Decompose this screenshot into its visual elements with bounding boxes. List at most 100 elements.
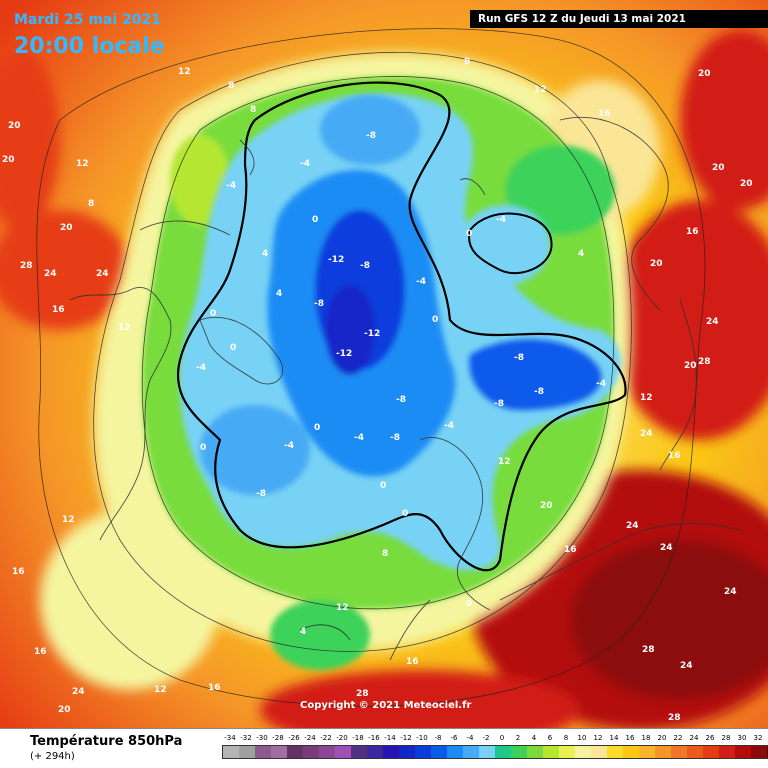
legend-swatch <box>351 746 367 758</box>
isotherm-label: -8 <box>366 131 376 141</box>
coastlines <box>69 116 741 661</box>
legend-swatch <box>383 746 399 758</box>
isotherm-label: 16 <box>12 567 25 577</box>
isotherm-label: 20 <box>650 259 663 269</box>
legend-swatch <box>511 746 527 758</box>
legend-label: -26 <box>288 734 300 742</box>
copyright-text: Copyright © 2021 Meteociel.fr <box>300 700 472 711</box>
legend-label: 10 <box>577 734 587 742</box>
legend-label: 8 <box>563 734 569 742</box>
isotherm-label: 4 <box>276 289 282 299</box>
thin-contours <box>36 28 706 707</box>
isotherm-label: -8 <box>494 399 504 409</box>
legend-swatch <box>319 746 335 758</box>
isotherm-label: 16 <box>598 109 611 119</box>
isotherm-label: 0 <box>314 423 320 433</box>
isotherm-label: 0 <box>380 481 386 491</box>
isotherm-label: 20 <box>540 501 553 511</box>
isotherm-label: 12 <box>62 515 75 525</box>
legend-swatch <box>479 746 495 758</box>
isotherm-label: -12 <box>336 349 352 359</box>
legend-label: -28 <box>272 734 284 742</box>
isotherm-label: 12 <box>154 685 167 695</box>
isotherm-label: 24 <box>96 269 109 279</box>
isotherm-label: 0 <box>402 509 408 519</box>
legend-label: -18 <box>352 734 364 742</box>
legend-label: -16 <box>368 734 380 742</box>
isotherm-label: 12 <box>336 603 349 613</box>
isotherm-label: 20 <box>740 179 753 189</box>
isotherm-label: -12 <box>364 329 380 339</box>
legend-swatch <box>335 746 351 758</box>
legend-label: -12 <box>400 734 412 742</box>
legend-swatch <box>559 746 575 758</box>
legend-swatch <box>623 746 639 758</box>
isotherm-label: 28 <box>642 645 655 655</box>
isotherm-label: -4 <box>196 363 206 373</box>
isotherm-label: 16 <box>34 647 47 657</box>
isotherm-label: -4 <box>300 159 310 169</box>
isotherm-label: 0 <box>466 599 472 609</box>
legend-swatch <box>575 746 591 758</box>
legend-label: -8 <box>434 734 442 742</box>
legend-label: 2 <box>515 734 521 742</box>
legend-label: 30 <box>737 734 747 742</box>
isotherm-label: 8 <box>382 549 388 559</box>
parameter-title: Température 850hPa <box>30 734 183 749</box>
legend-swatch <box>735 746 751 758</box>
legend-label: 22 <box>673 734 683 742</box>
legend-swatch <box>239 746 255 758</box>
legend-label: 0 <box>499 734 505 742</box>
isotherm-label: 24 <box>72 687 85 697</box>
isotherm-label: 16 <box>52 305 65 315</box>
isotherm-label: 20 <box>684 361 697 371</box>
isotherm-label: 28 <box>356 689 369 699</box>
legend-swatch <box>463 746 479 758</box>
isotherm-label: 8 <box>88 199 94 209</box>
legend-label: -24 <box>304 734 316 742</box>
legend-label: -34 <box>224 734 236 742</box>
isotherm-label: -4 <box>226 181 236 191</box>
hot-regions <box>0 30 768 728</box>
legend-swatch <box>543 746 559 758</box>
isotherm-label: 24 <box>626 521 639 531</box>
isotherm-label: 8 <box>228 81 234 91</box>
legend-swatch <box>591 746 607 758</box>
legend-label: 14 <box>609 734 619 742</box>
isotherm-label: 20 <box>8 121 21 131</box>
forecast-local-time: 20:00 locale <box>14 34 165 59</box>
isotherm-label: 0 <box>230 343 236 353</box>
isotherm-label: -4 <box>496 215 506 225</box>
color-scale-legend <box>222 745 768 759</box>
legend-swatch <box>287 746 303 758</box>
legend-label: -4 <box>466 734 474 742</box>
map-footer: Température 850hPa (+ 294h) -34 -32 -30 -28… <box>0 728 768 768</box>
legend-swatch <box>255 746 271 758</box>
isotherm-label: 16 <box>686 227 699 237</box>
isotherm-label: 8 <box>250 105 256 115</box>
legend-label: -6 <box>450 734 458 742</box>
isotherm-label: 12 <box>118 323 131 333</box>
isotherm-label: 16 <box>208 683 221 693</box>
legend-label: 32 <box>753 734 763 742</box>
isotherm-label: 4 <box>578 249 584 259</box>
isotherm-label: -4 <box>354 433 364 443</box>
legend-label: 16 <box>625 734 635 742</box>
isotherm-label: 0 <box>432 315 438 325</box>
isotherm-label: 24 <box>640 429 653 439</box>
isotherm-label: -8 <box>390 433 400 443</box>
isotherm-label: 20 <box>58 705 71 715</box>
isotherm-label: -4 <box>284 441 294 451</box>
legend-swatch <box>223 746 239 758</box>
isotherm-zero-loop <box>468 212 553 275</box>
forecast-date: Mardi 25 mai 2021 <box>14 12 162 28</box>
legend-label: 20 <box>657 734 667 742</box>
legend-swatch <box>687 746 703 758</box>
isotherm-label: 4 <box>262 249 268 259</box>
isotherm-label: -8 <box>314 299 324 309</box>
legend-swatch <box>655 746 671 758</box>
isotherm-label: 16 <box>564 545 577 555</box>
legend-label: -30 <box>256 734 268 742</box>
legend-label: 4 <box>531 734 537 742</box>
